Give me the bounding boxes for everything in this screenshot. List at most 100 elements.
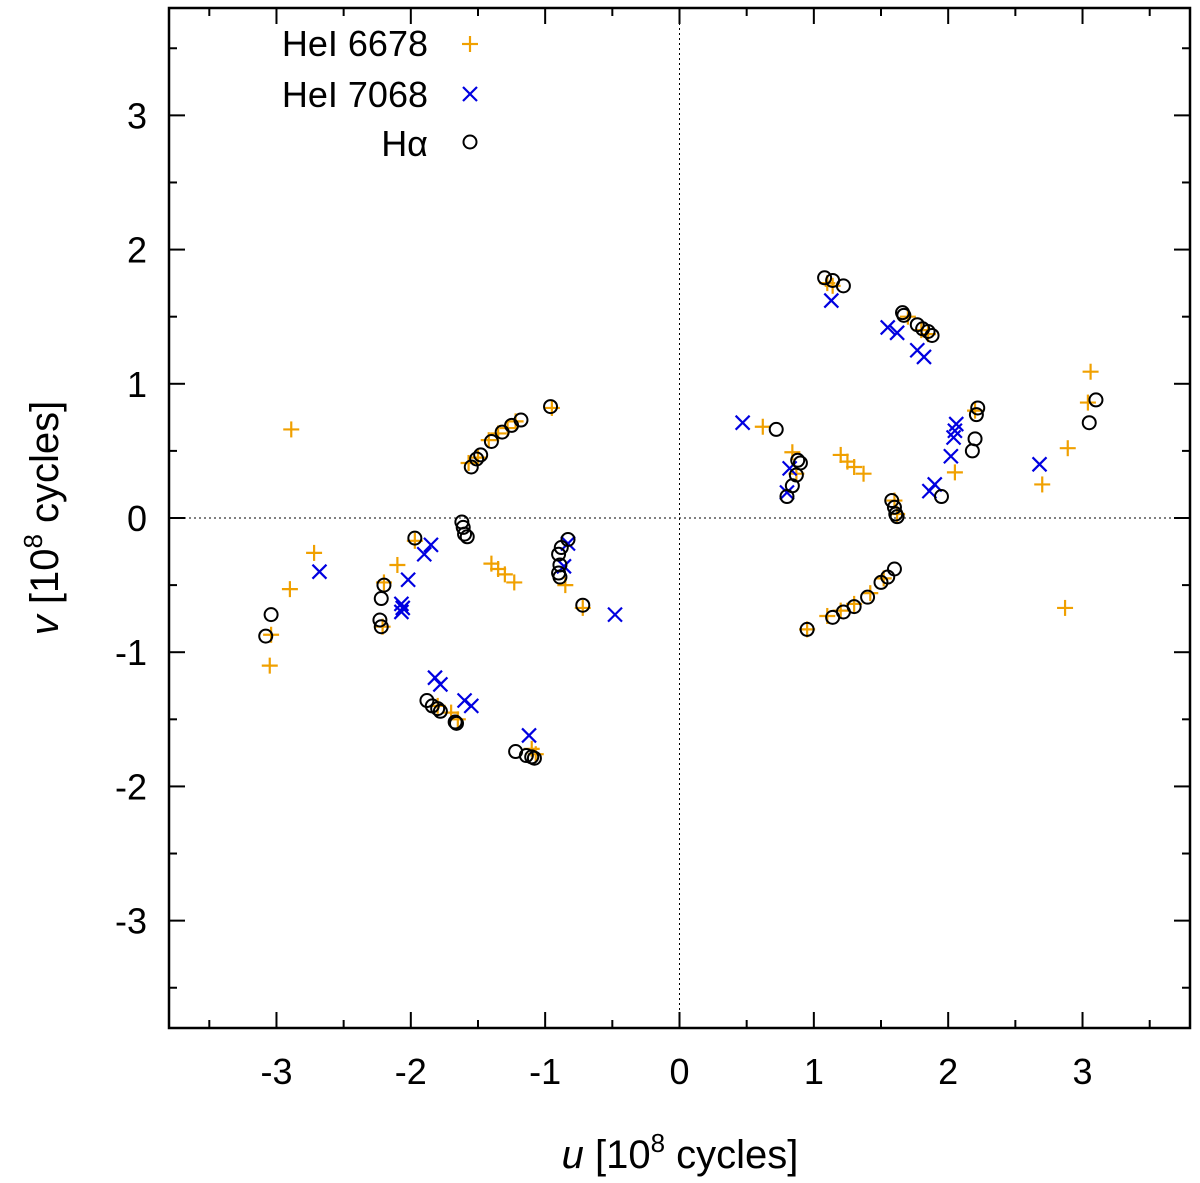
- data-point: [886, 499, 902, 515]
- data-point: [884, 493, 900, 509]
- x-tick-label: -1: [529, 1051, 561, 1092]
- data-point: [459, 529, 475, 545]
- data-point: [734, 414, 751, 431]
- data-point: [457, 526, 473, 542]
- data-point: [792, 455, 808, 471]
- data-point: [448, 715, 464, 731]
- data-point: [261, 657, 278, 674]
- data-point: [1034, 476, 1051, 493]
- data-point: [416, 546, 433, 563]
- data-point: [543, 399, 559, 415]
- y-tick-label: 3: [127, 95, 147, 136]
- y-tick-label: 0: [127, 498, 147, 539]
- series-1: [311, 292, 1048, 744]
- data-point: [496, 566, 513, 583]
- data-point: [311, 563, 328, 580]
- data-point: [1059, 440, 1076, 457]
- data-point: [432, 703, 448, 719]
- y-tick-label: -3: [115, 901, 147, 942]
- data-point: [460, 454, 477, 471]
- y-tick-label: -1: [115, 632, 147, 673]
- data-point: [407, 530, 423, 546]
- data-point: [926, 476, 943, 493]
- data-point: [754, 418, 771, 435]
- legend-symbol: [462, 86, 478, 102]
- data-point: [824, 277, 841, 294]
- tick-labels: -3 -2 -1 0 1 2 3 -3 -2 -1 0 1 2 3: [115, 95, 1093, 1092]
- data-point: [430, 701, 446, 717]
- data-point: [389, 556, 406, 573]
- data-point: [970, 400, 986, 416]
- data-point: [526, 750, 542, 766]
- zero-lines: [169, 8, 1190, 1028]
- x-tick-label: 0: [669, 1051, 689, 1092]
- data-points: [258, 270, 1104, 766]
- data-point: [575, 597, 591, 613]
- x-tick-label: -3: [260, 1051, 292, 1092]
- data-point: [393, 604, 410, 620]
- data-point: [432, 676, 449, 693]
- data-point: [924, 327, 940, 343]
- data-point: [473, 447, 489, 463]
- data-point: [855, 465, 872, 482]
- data-point: [846, 599, 862, 615]
- data-point: [817, 270, 833, 286]
- data-point: [419, 693, 435, 709]
- data-point: [400, 571, 416, 588]
- x-axis-title: u [108 cycles]: [562, 1128, 799, 1177]
- plot-frame: [167, 6, 1192, 1030]
- data-point: [916, 349, 932, 365]
- data-point: [551, 546, 567, 562]
- y-tick-label: 1: [127, 364, 147, 405]
- y-axis-title: v [108 cycles]: [18, 401, 67, 636]
- x-tick-label: 1: [804, 1051, 824, 1092]
- data-point: [281, 581, 298, 598]
- legend-label-hei-6678: HeI 6678: [282, 23, 428, 64]
- data-point: [799, 621, 816, 638]
- data-point: [967, 431, 983, 447]
- data-point: [560, 535, 576, 552]
- legend-marker-hei-7068: [462, 86, 478, 102]
- data-point: [506, 574, 523, 591]
- legend: HeI 6678 HeI 7068 Hα: [282, 23, 478, 164]
- data-point: [283, 421, 300, 438]
- data-point: [1081, 415, 1097, 431]
- data-point: [943, 448, 959, 465]
- legend-label-h-alpha: Hα: [381, 123, 428, 164]
- data-point: [768, 421, 784, 437]
- legend-symbol: [462, 36, 478, 52]
- data-point: [823, 292, 840, 309]
- data-point: [1057, 599, 1074, 616]
- x-tick-label: 2: [938, 1051, 958, 1092]
- x-tick-label: 3: [1073, 1051, 1093, 1092]
- legend-marker-h-alpha: [462, 134, 478, 150]
- series-0: [261, 275, 1099, 763]
- data-point: [373, 591, 389, 607]
- data-point: [790, 452, 806, 468]
- data-point: [455, 519, 471, 535]
- data-point: [607, 606, 623, 623]
- data-point: [423, 537, 439, 553]
- data-point: [860, 589, 876, 605]
- y-tick-label: -2: [115, 766, 147, 807]
- data-point: [920, 323, 936, 339]
- data-point: [372, 612, 388, 628]
- data-point: [552, 569, 568, 585]
- x-tick-label: -2: [395, 1051, 427, 1092]
- data-point: [946, 464, 963, 481]
- data-point: [889, 325, 905, 341]
- data-point: [896, 307, 912, 323]
- data-point: [258, 628, 274, 644]
- data-point: [862, 585, 879, 602]
- axis-ticks: [169, 8, 1190, 1028]
- data-point: [889, 509, 905, 525]
- data-point: [463, 698, 480, 714]
- data-point: [373, 619, 389, 635]
- y-tick-label: 2: [127, 230, 147, 271]
- series-2: [258, 270, 1104, 766]
- data-point: [933, 489, 949, 505]
- data-point: [553, 540, 569, 556]
- data-point: [263, 607, 279, 623]
- data-point: [799, 621, 815, 637]
